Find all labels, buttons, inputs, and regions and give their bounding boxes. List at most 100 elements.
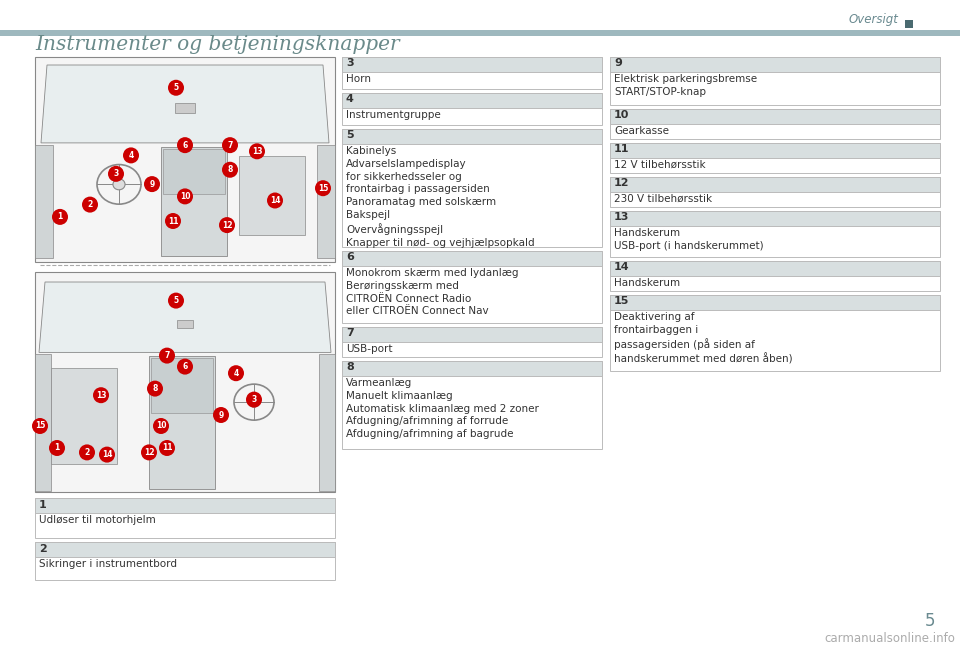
Text: 13: 13 bbox=[614, 212, 630, 223]
Ellipse shape bbox=[141, 445, 157, 460]
Text: Varmeanlæg
Manuelt klimaanlæg
Automatisk klimaanlæg med 2 zoner
Afdugning/afrimn: Varmeanlæg Manuelt klimaanlæg Automatisk… bbox=[346, 378, 539, 439]
Text: 2: 2 bbox=[84, 448, 89, 457]
Text: 3: 3 bbox=[113, 169, 119, 178]
Bar bbox=[610, 261, 940, 291]
Bar bbox=[35, 57, 335, 262]
Bar bbox=[342, 251, 602, 266]
Text: 15: 15 bbox=[35, 421, 45, 430]
Text: 9: 9 bbox=[150, 180, 155, 189]
Ellipse shape bbox=[153, 418, 169, 434]
Ellipse shape bbox=[222, 137, 238, 153]
Text: 6: 6 bbox=[182, 141, 187, 150]
Text: 9: 9 bbox=[614, 58, 622, 69]
Text: carmanualsonline.info: carmanualsonline.info bbox=[824, 632, 955, 645]
Text: 12: 12 bbox=[222, 221, 232, 230]
Text: 12: 12 bbox=[614, 178, 630, 188]
Bar bbox=[342, 361, 602, 376]
Bar bbox=[35, 272, 335, 492]
Text: Gearkasse: Gearkasse bbox=[614, 126, 669, 136]
Bar bbox=[342, 327, 602, 342]
Text: 4: 4 bbox=[129, 151, 133, 160]
Text: Udløser til motorhjelm: Udløser til motorhjelm bbox=[39, 515, 156, 525]
Text: 15: 15 bbox=[318, 184, 328, 193]
Text: 15: 15 bbox=[614, 297, 630, 306]
Ellipse shape bbox=[165, 213, 181, 229]
Text: 12 V tilbehørsstik: 12 V tilbehørsstik bbox=[614, 160, 706, 170]
Ellipse shape bbox=[93, 387, 109, 403]
Text: 11: 11 bbox=[161, 443, 172, 452]
Text: 10: 10 bbox=[180, 192, 190, 201]
Ellipse shape bbox=[49, 440, 65, 456]
Text: 3: 3 bbox=[346, 58, 353, 69]
Bar bbox=[35, 354, 51, 491]
Bar bbox=[610, 295, 940, 371]
Bar bbox=[175, 103, 195, 113]
Bar bbox=[149, 356, 215, 489]
Text: Horn: Horn bbox=[346, 74, 371, 84]
Bar bbox=[610, 57, 940, 72]
Bar bbox=[35, 498, 335, 513]
Ellipse shape bbox=[228, 365, 244, 381]
Bar bbox=[35, 542, 335, 580]
Text: Instrumentgruppe: Instrumentgruppe bbox=[346, 110, 441, 120]
Ellipse shape bbox=[219, 217, 235, 233]
Text: 8: 8 bbox=[346, 363, 353, 373]
Ellipse shape bbox=[32, 418, 48, 434]
Polygon shape bbox=[41, 65, 329, 143]
Bar bbox=[151, 358, 213, 413]
Ellipse shape bbox=[249, 397, 259, 407]
Bar bbox=[342, 251, 602, 323]
Ellipse shape bbox=[222, 162, 238, 178]
Text: 5: 5 bbox=[924, 612, 935, 630]
Ellipse shape bbox=[177, 188, 193, 204]
Text: 1: 1 bbox=[55, 443, 60, 452]
Text: Instrumenter og betjeningsknapper: Instrumenter og betjeningsknapper bbox=[35, 35, 399, 54]
Bar bbox=[51, 368, 117, 463]
Text: 11: 11 bbox=[168, 217, 179, 225]
Text: 8: 8 bbox=[153, 384, 157, 393]
Text: Monokrom skærm med lydanlæg
Berøringsskærm med
CITROËN Connect Radio
eller CITRO: Monokrom skærm med lydanlæg Berøringsskæ… bbox=[346, 268, 518, 317]
Text: 6: 6 bbox=[346, 252, 354, 262]
Text: 14: 14 bbox=[614, 262, 630, 273]
Bar bbox=[35, 498, 335, 538]
Ellipse shape bbox=[267, 193, 283, 208]
Polygon shape bbox=[39, 282, 331, 352]
Bar bbox=[610, 109, 940, 124]
Text: 230 V tilbehørsstik: 230 V tilbehørsstik bbox=[614, 194, 712, 204]
Bar bbox=[342, 129, 602, 144]
Text: USB-port: USB-port bbox=[346, 344, 393, 354]
Bar bbox=[610, 295, 940, 310]
Text: 7: 7 bbox=[228, 141, 232, 150]
Bar bbox=[610, 177, 940, 207]
Bar bbox=[610, 143, 940, 173]
Text: 10: 10 bbox=[614, 110, 630, 121]
Ellipse shape bbox=[168, 80, 184, 96]
Text: 7: 7 bbox=[164, 351, 170, 360]
Text: 12: 12 bbox=[144, 448, 155, 457]
Ellipse shape bbox=[246, 391, 262, 408]
Bar bbox=[610, 143, 940, 158]
Text: 5: 5 bbox=[346, 130, 353, 140]
Ellipse shape bbox=[159, 440, 175, 456]
Text: Elektrisk parkeringsbremse
START/STOP-knap: Elektrisk parkeringsbremse START/STOP-kn… bbox=[614, 74, 757, 97]
Ellipse shape bbox=[113, 179, 125, 190]
Text: Handskerum
USB-port (i handskerummet): Handskerum USB-port (i handskerummet) bbox=[614, 228, 763, 251]
Text: 1: 1 bbox=[39, 500, 47, 509]
Ellipse shape bbox=[177, 359, 193, 374]
Ellipse shape bbox=[52, 209, 68, 225]
Text: 1: 1 bbox=[58, 212, 62, 221]
Bar bbox=[35, 542, 335, 557]
Bar bbox=[610, 211, 940, 257]
Text: 13: 13 bbox=[96, 391, 107, 400]
Bar bbox=[342, 57, 602, 72]
Text: 2: 2 bbox=[39, 543, 47, 554]
Text: 3: 3 bbox=[252, 395, 256, 404]
Text: 13: 13 bbox=[252, 147, 262, 156]
Bar bbox=[610, 177, 940, 192]
Ellipse shape bbox=[249, 143, 265, 159]
Text: Sikringer i instrumentbord: Sikringer i instrumentbord bbox=[39, 559, 177, 569]
Bar bbox=[161, 147, 227, 256]
Text: 14: 14 bbox=[270, 196, 280, 205]
Text: 5: 5 bbox=[174, 83, 179, 92]
Bar bbox=[342, 361, 602, 449]
